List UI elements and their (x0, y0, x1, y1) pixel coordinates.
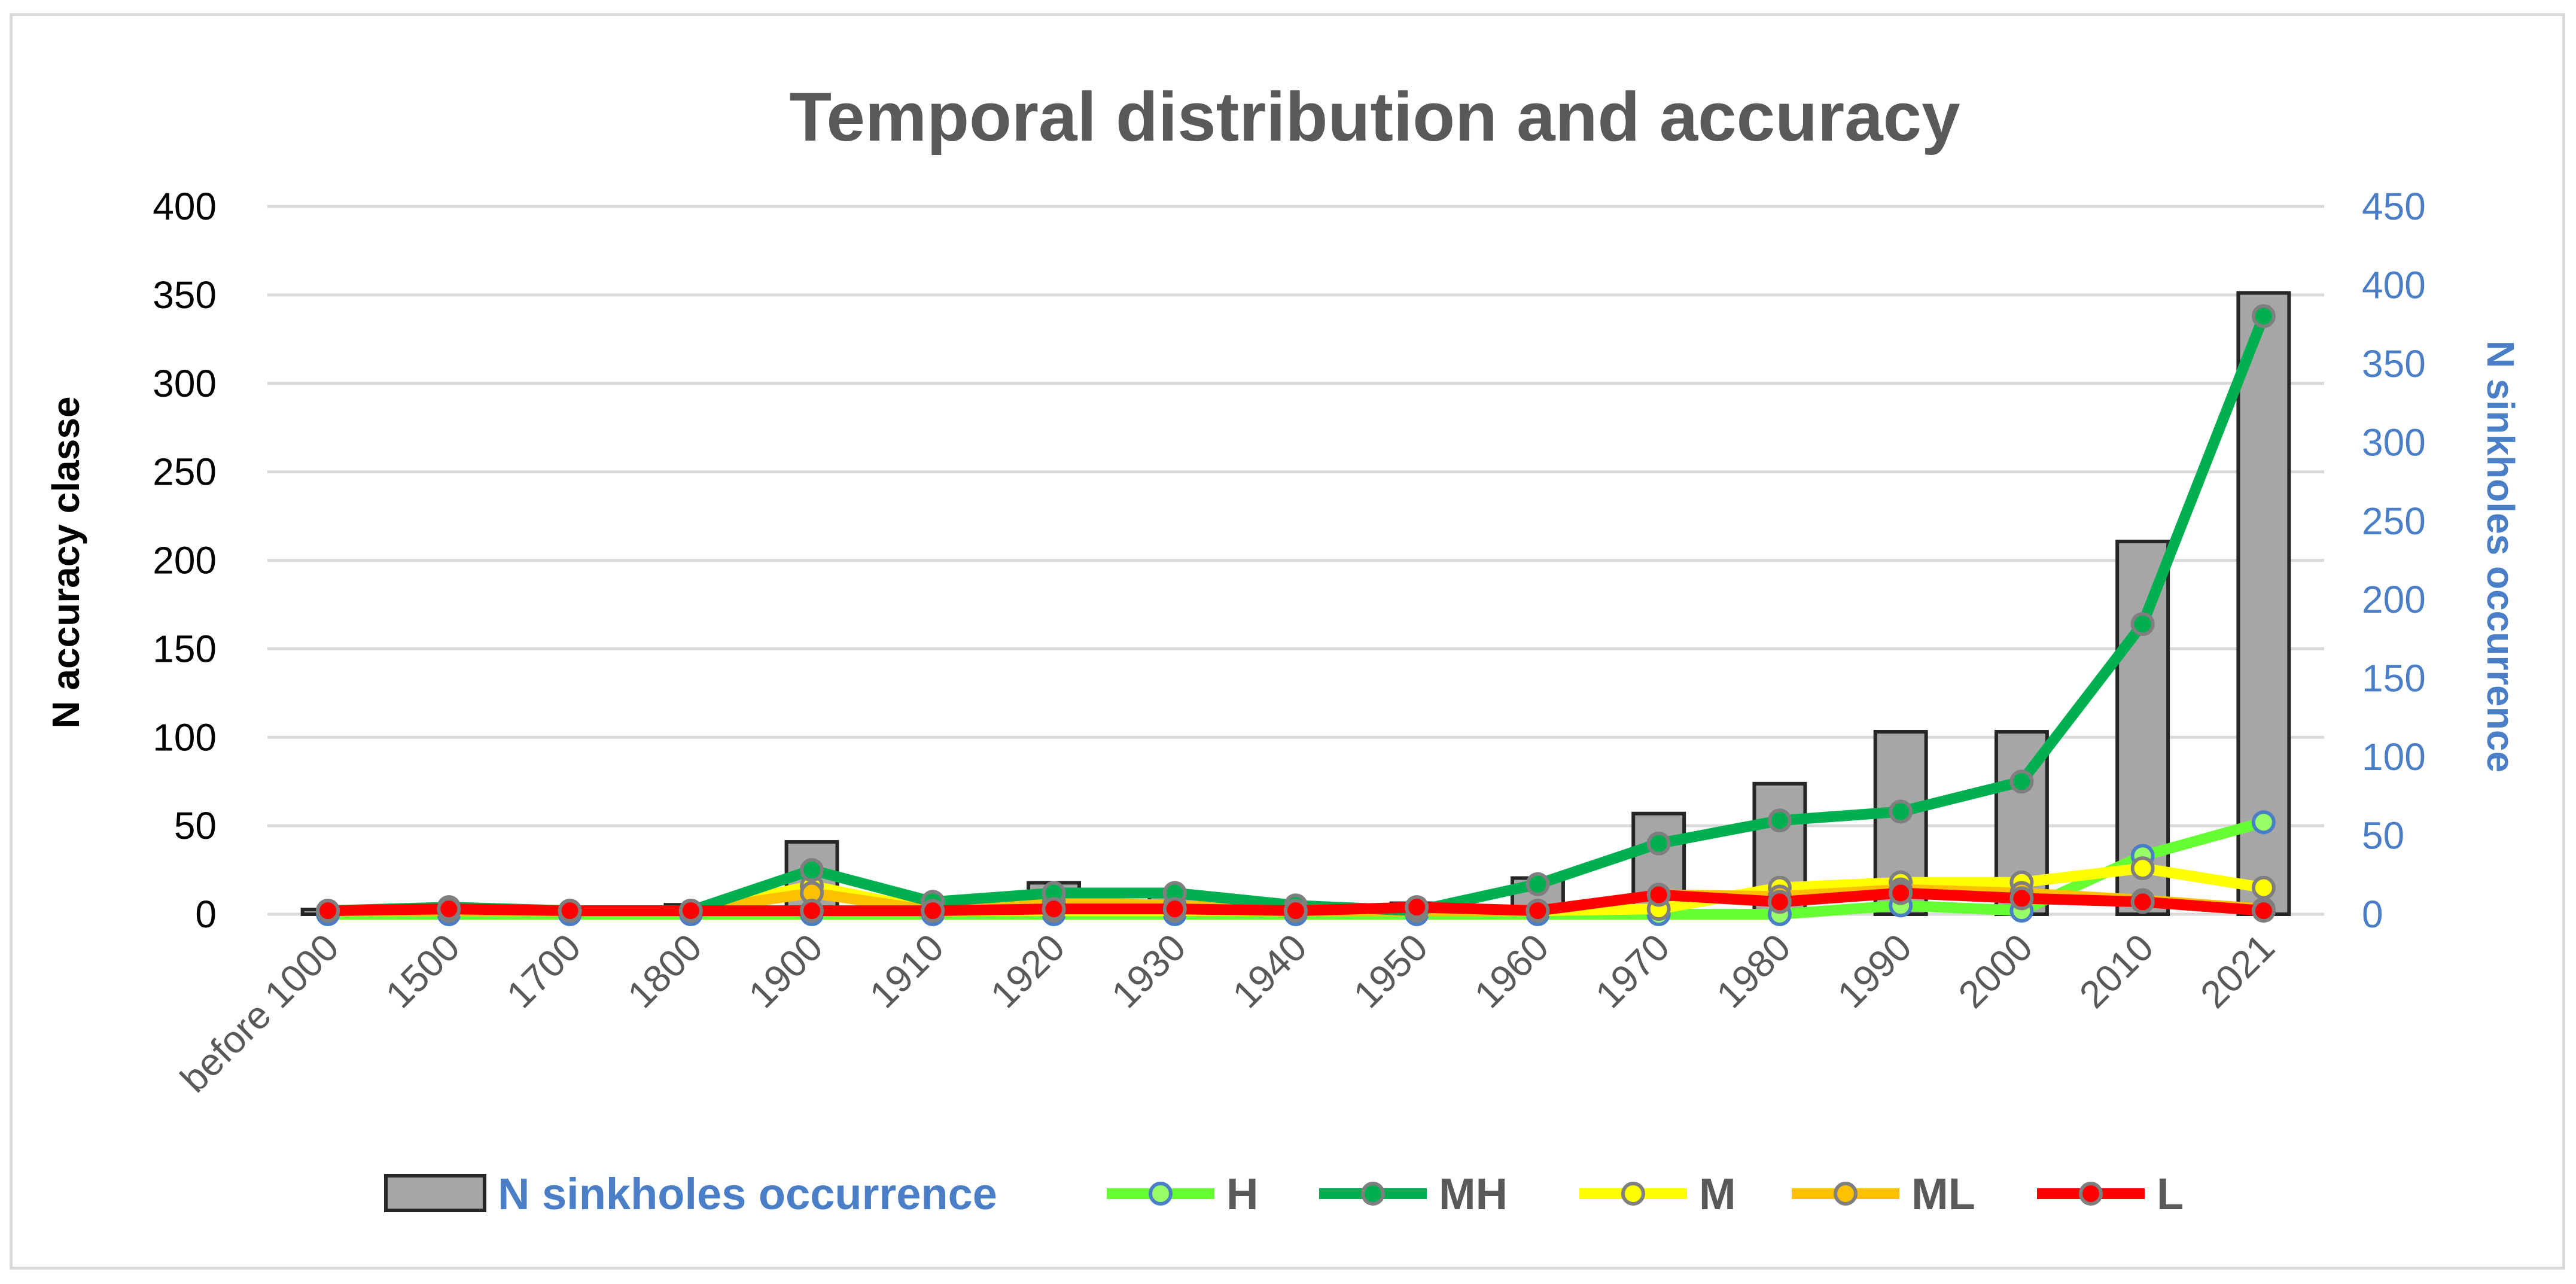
point (2009, 886, 2034, 911)
x-tick-label: 1700 (498, 926, 589, 1017)
point (2251, 899, 2276, 923)
legend-swatch (384, 1174, 486, 1212)
y-right-tick-label: 0 (2362, 893, 2383, 936)
y-left-tick-label: 350 (153, 273, 217, 317)
x-tick-label: 1940 (1224, 926, 1315, 1017)
point (2009, 769, 2034, 794)
point (2130, 890, 2155, 914)
legend-marker (1834, 1182, 1858, 1206)
x-tick-label: 1900 (740, 926, 831, 1017)
legend-label: M (1699, 1169, 1736, 1219)
y-right-tick-label: 400 (2362, 263, 2426, 306)
y-left-ticks: 0 50 100 150 200 250 300 350 400 (153, 185, 217, 936)
y-right-tick-label: 150 (2362, 657, 2426, 700)
point (2130, 856, 2155, 881)
point (800, 858, 824, 883)
bar-series (300, 291, 2291, 917)
y-right-tick-label: 350 (2362, 342, 2426, 385)
legend-label: MH (1439, 1169, 1508, 1219)
x-tick-label: 2010 (2071, 926, 2162, 1017)
x-tick-label: 1960 (1466, 926, 1557, 1017)
series-line (322, 311, 2269, 917)
y-left-axis-label: N accuracy classe (44, 396, 87, 728)
point (800, 899, 824, 923)
point (2251, 810, 2276, 835)
point (558, 899, 582, 923)
legend-item-l: L (2037, 1169, 2184, 1219)
legend-item-mh: MH (1319, 1169, 1508, 1219)
point (2130, 611, 2155, 636)
point (1646, 883, 1671, 907)
x-tick-label: 1980 (1708, 926, 1799, 1017)
x-tick-label: 1930 (1103, 926, 1194, 1017)
y-left-tick-label: 200 (153, 539, 217, 582)
point (678, 899, 703, 923)
y-right-tick-label: 450 (2362, 185, 2426, 228)
x-tick-label: 1910 (861, 926, 952, 1017)
y-right-tick-label: 300 (2362, 421, 2426, 464)
point (1405, 895, 1429, 920)
legend-marker (1361, 1182, 1385, 1206)
point (1162, 897, 1187, 921)
legend-label: N sinkholes occurrence (498, 1169, 997, 1219)
point (1889, 881, 1913, 905)
point (437, 897, 461, 921)
y-left-tick-label: 0 (195, 893, 217, 936)
y-left-tick-label: 50 (174, 804, 217, 847)
legend-item-h: H (1107, 1169, 1258, 1219)
y-left-tick-label: 150 (153, 627, 217, 670)
legend: N sinkholes occurrence H MH M ML L (384, 1169, 2184, 1219)
point (1042, 897, 1066, 921)
point (1284, 899, 1308, 923)
legend-item-ml: ML (1792, 1169, 1975, 1219)
legend-marker (1149, 1182, 1173, 1206)
point (1889, 799, 1913, 824)
y-left-tick-label: 300 (153, 362, 217, 405)
x-tick-label: before 1000 (172, 926, 347, 1100)
legend-label: L (2157, 1169, 2184, 1219)
legend-item-m: M (1579, 1169, 1736, 1219)
point (1525, 899, 1550, 923)
point (2251, 304, 2276, 328)
y-right-tick-label: 250 (2362, 500, 2426, 543)
point (921, 899, 945, 923)
line-series (316, 304, 2276, 926)
x-tick-label: 1990 (1829, 926, 1920, 1017)
x-tick-label: 1800 (619, 926, 710, 1017)
x-ticks: before 1000 1500 1700 1800 1900 1910 1920 1930 1… (172, 926, 2283, 1100)
point (2251, 875, 2276, 900)
y-left-tick-label: 100 (153, 716, 217, 759)
y-right-tick-label: 50 (2362, 814, 2404, 857)
legend-marker (2079, 1182, 2103, 1206)
x-tick-label: 1920 (982, 926, 1073, 1017)
x-tick-label: 1500 (377, 926, 468, 1017)
y-right-tick-label: 200 (2362, 578, 2426, 621)
legend-label: ML (1911, 1169, 1975, 1219)
point (316, 899, 340, 923)
line-series-l (316, 881, 2276, 923)
x-tick-label: 1970 (1587, 926, 1678, 1017)
x-tick-label: 2021 (2192, 926, 2283, 1017)
point (1767, 890, 1792, 914)
legend-label: H (1226, 1169, 1258, 1219)
point (1525, 872, 1550, 896)
y-right-ticks: 0 50 100 150 200 250 300 350 400 450 (2362, 185, 2426, 936)
legend-item-bars: N sinkholes occurrence (384, 1169, 997, 1219)
x-tick-label: 2000 (1950, 926, 2041, 1017)
y-right-tick-label: 100 (2362, 735, 2426, 778)
point (1646, 831, 1671, 856)
y-left-tick-label: 250 (153, 451, 217, 494)
point (1767, 808, 1792, 833)
line-series-mh (316, 304, 2276, 923)
legend-marker (1621, 1182, 1645, 1206)
x-tick-label: 1950 (1345, 926, 1436, 1017)
chart-title: Temporal distribution and accuracy (789, 78, 1960, 156)
y-left-tick-label: 400 (153, 185, 217, 228)
y-right-axis-label: N sinkholes occurrence (2479, 340, 2522, 772)
